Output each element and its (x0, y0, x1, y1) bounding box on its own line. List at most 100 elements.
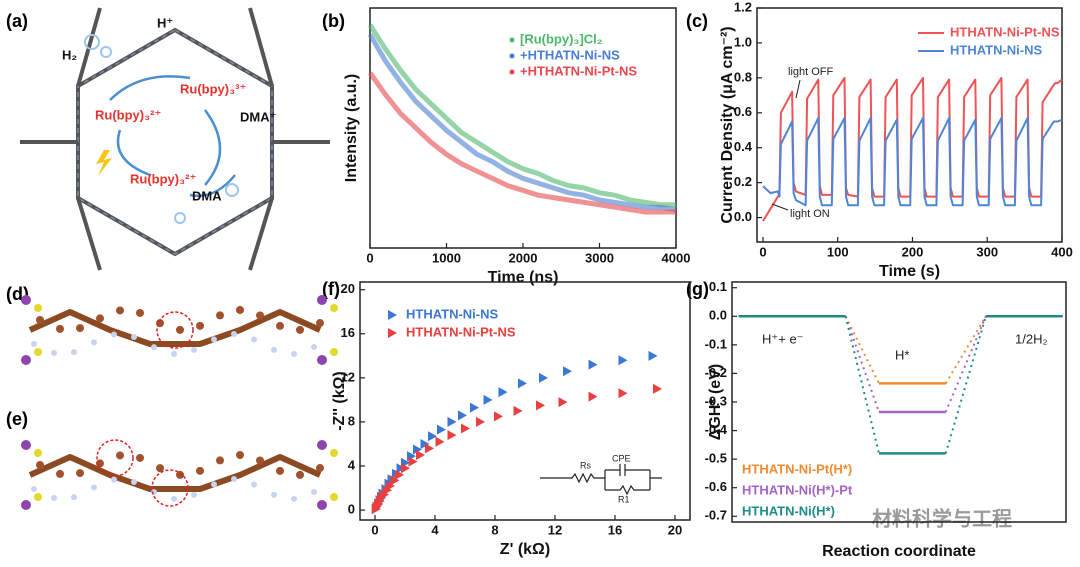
atom (34, 348, 42, 356)
annotation: light OFF (788, 66, 834, 78)
arrow (203, 109, 222, 186)
atom (330, 304, 338, 312)
point (483, 394, 493, 405)
y-tick-label: 0.1 (709, 279, 727, 294)
atom (51, 494, 57, 501)
y-tick-label: 12 (341, 369, 355, 384)
atom (271, 346, 277, 353)
atom (216, 311, 224, 320)
atom (236, 306, 244, 315)
x-tick-label: 20 (668, 522, 682, 537)
atom (56, 469, 64, 478)
point (386, 480, 395, 491)
atom (21, 295, 31, 305)
atom (34, 304, 42, 312)
y-tick-label: -0.1 (705, 336, 727, 351)
point (380, 489, 389, 500)
connector (944, 315, 987, 384)
y-tick-label: -0.2 (705, 365, 727, 380)
y-tick-label: 16 (341, 325, 355, 340)
legend-marker (509, 53, 515, 59)
bubble (225, 183, 239, 197)
x-axis-label: Reaction coordinate (822, 543, 976, 560)
atom (276, 466, 284, 475)
atom (316, 319, 324, 328)
series-line (762, 117, 1063, 207)
molecule-backbone (28, 309, 322, 347)
x-tick-label: 300 (976, 244, 998, 259)
atom (311, 489, 317, 496)
y-axis-label: -Z'' (kΩ) (331, 371, 348, 431)
point (539, 372, 548, 383)
point (390, 475, 400, 486)
atom (136, 453, 144, 462)
point (413, 444, 422, 455)
panel-label: (c) (686, 11, 708, 31)
panel-label: (a) (6, 11, 28, 31)
atom (36, 316, 44, 324)
point (648, 350, 658, 361)
atom (34, 449, 42, 457)
legend-label: HTHATN-Ni-Pt-NS (950, 24, 1060, 39)
y-tick-label: 0.2 (734, 174, 752, 189)
scheme-label: DMA (192, 188, 222, 203)
y-tick-label: 4 (348, 457, 356, 472)
annotation-arrow (771, 203, 789, 211)
y-tick-label: -0.4 (705, 422, 728, 437)
point (383, 485, 392, 496)
x-tick-label: 100 (827, 244, 849, 259)
atom (111, 331, 117, 338)
circuit-inset: Rs CPE R1 (540, 453, 662, 504)
point (447, 430, 457, 441)
highlight (156, 311, 194, 349)
atom (31, 486, 37, 492)
atom (211, 336, 217, 343)
atom (36, 461, 44, 469)
point (498, 387, 508, 398)
legend-label: [Ru(bpy)₃]Cl₂ (520, 31, 603, 46)
scheme-label: Ru(bpy)₃²⁺ (95, 107, 161, 122)
y-tick-label: 0 (348, 502, 355, 517)
y-tick-label: -0.6 (705, 479, 727, 494)
circuit-label: CPE (612, 453, 631, 463)
atom (76, 324, 84, 333)
arrow (116, 129, 151, 177)
point (558, 397, 568, 408)
atom (171, 350, 177, 357)
panel-label: (e) (6, 409, 28, 429)
legend-label: HTHATN-Ni-NS (950, 42, 1043, 57)
point (618, 388, 628, 399)
bubble (174, 212, 186, 224)
atom (311, 344, 317, 351)
annotation: H* (895, 347, 909, 362)
bubble (84, 34, 100, 50)
y-tick-label: 1.2 (734, 0, 752, 14)
x-axis-label: Z' (kΩ) (500, 541, 550, 558)
point (408, 456, 418, 467)
point (618, 355, 628, 366)
legend-label: +HTHATN-Ni-NS (520, 47, 620, 62)
annotation-arrow (795, 79, 801, 99)
legend-marker (388, 328, 397, 338)
annotation: light ON (790, 208, 830, 220)
atom (330, 348, 338, 356)
atom (21, 355, 31, 365)
point (458, 410, 467, 421)
atom (296, 470, 304, 479)
point (395, 469, 404, 480)
legend-label: HTHATN-Ni(H*)-Pt (742, 482, 853, 497)
bubble (100, 46, 112, 58)
molecule-backbone (28, 454, 322, 492)
x-tick-label: 12 (548, 522, 562, 537)
scheme-label: Ru(bpy)₃³⁺ (180, 81, 246, 96)
series-line (367, 23, 676, 208)
point (536, 400, 545, 411)
linker (248, 197, 274, 271)
atom (317, 440, 327, 450)
lightning (96, 150, 112, 176)
x-tick-label: 200 (902, 244, 924, 259)
y-tick-label: -0.5 (705, 451, 727, 466)
y-axis-label: ΔGH* (eV) (707, 364, 724, 440)
highlight (151, 469, 189, 507)
point (425, 443, 434, 454)
